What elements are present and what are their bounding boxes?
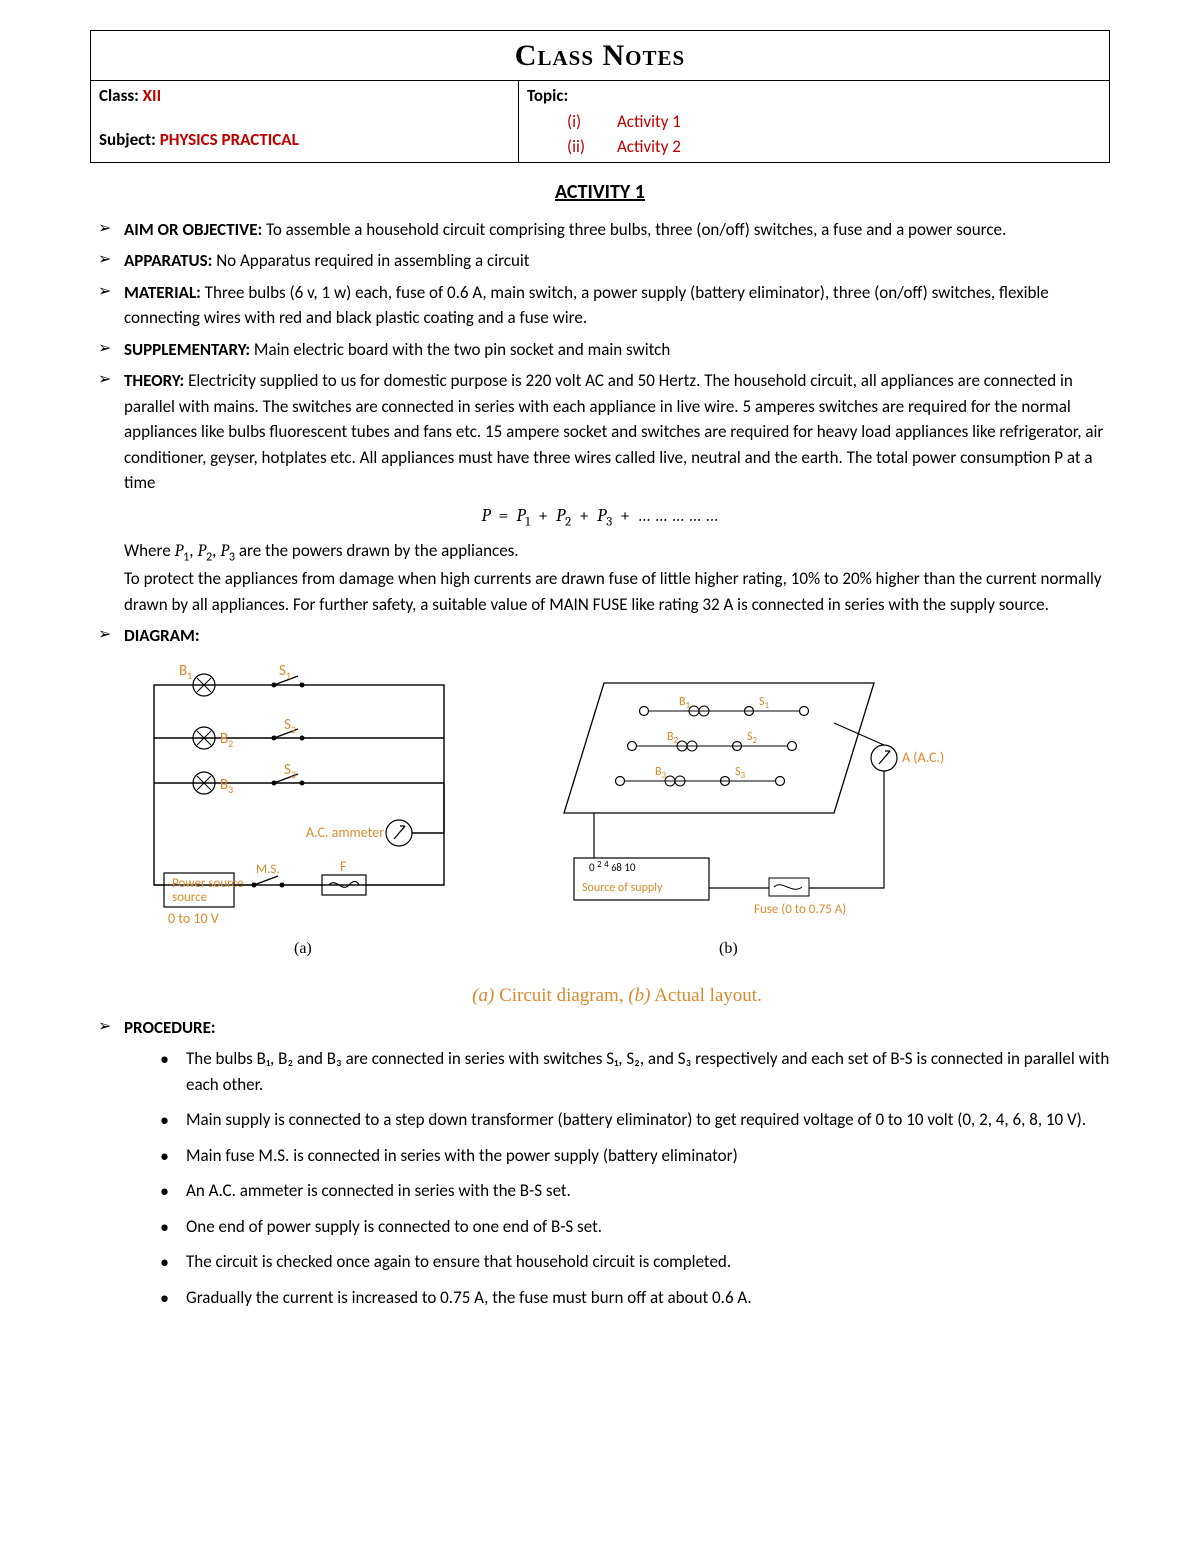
procedure-item: The circuit is checked once again to ens… (160, 1249, 1110, 1275)
topic-label: Topic: (527, 83, 1101, 109)
section-supplementary: SUPPLEMENTARY: Main electric board with … (90, 337, 1110, 363)
diagram-section: DIAGRAM: (90, 623, 1110, 649)
svg-text:B2: B2 (220, 730, 233, 750)
theory-continuation: Where P1, P2, P3 are the powers drawn by… (90, 538, 1110, 618)
procedure-item: One end of power supply is connected to … (160, 1214, 1110, 1240)
svg-text:A (A.C.): A (A.C.) (902, 749, 944, 766)
section-aim: AIM OR OBJECTIVE: To assemble a househol… (90, 217, 1110, 243)
svg-text:A.C. ammeter: A.C. ammeter (306, 824, 384, 841)
procedure-item: An A.C. ammeter is connected in series w… (160, 1178, 1110, 1204)
svg-text:B1: B1 (179, 663, 192, 682)
svg-text:(a): (a) (294, 940, 312, 957)
subject-value: PHYSICS PRACTICAL (160, 129, 299, 150)
svg-text:(b): (b) (719, 940, 738, 957)
svg-text:F: F (340, 858, 347, 875)
class-label: Class: (99, 85, 139, 106)
svg-text:S3: S3 (735, 765, 746, 781)
circuit-diagram: B1 S1 B2 S2 B3 S3 A.C. ammeter Power sou… (90, 655, 1110, 1015)
content-list: AIM OR OBJECTIVE: To assemble a househol… (90, 217, 1110, 496)
svg-text:B3: B3 (220, 776, 233, 796)
power-formula: P = P1 + P2 + P3 + … … … … … (90, 502, 1110, 532)
diagram-b: B1 S1 B2 S2 B3 S3 A (A.C.) 0 2 4 68 10 S… (564, 683, 944, 957)
section-material: MATERIAL: Three bulbs (6 v, 1 w) each, f… (90, 280, 1110, 331)
header-table: Class Notes Class: XII Subject: PHYSICS … (90, 30, 1110, 163)
svg-text:S1: S1 (759, 695, 770, 711)
svg-text:M.S.: M.S. (256, 862, 280, 877)
svg-text:S2: S2 (284, 716, 296, 736)
svg-text:source: source (172, 890, 207, 905)
activity-title: ACTIVITY 1 (90, 177, 1110, 207)
svg-text:0 to 10 V: 0 to 10 V (168, 910, 219, 927)
svg-text:B3: B3 (655, 765, 667, 781)
procedure-section: PROCEDURE: (90, 1015, 1110, 1041)
procedure-item: Main fuse M.S. is connected in series wi… (160, 1143, 1110, 1169)
procedure-item: Main supply is connected to a step down … (160, 1107, 1110, 1133)
procedure-list: The bulbs B₁, B₂ and B₃ are connected in… (90, 1046, 1110, 1310)
topic-item: (i)Activity 1 (567, 109, 1101, 135)
section-theory: THEORY: Electricity supplied to us for d… (90, 368, 1110, 496)
page-title: Class Notes (91, 31, 1110, 81)
diagram-a: B1 S1 B2 S2 B3 S3 A.C. ammeter Power sou… (154, 663, 444, 957)
section-apparatus: APPARATUS: No Apparatus required in asse… (90, 248, 1110, 274)
svg-text:S1: S1 (279, 663, 291, 682)
svg-text:S3: S3 (284, 761, 296, 781)
procedure-label: PROCEDURE: (90, 1015, 1110, 1041)
svg-text:B1: B1 (679, 695, 691, 711)
svg-text:B2: B2 (667, 730, 679, 746)
svg-text:Fuse (0 to 0.75 A): Fuse (0 to 0.75 A) (754, 902, 846, 917)
class-value: XII (143, 85, 161, 106)
svg-text:Source of supply: Source of supply (582, 881, 663, 895)
svg-text:0 2 4 68 10: 0 2 4 68 10 (589, 857, 636, 874)
svg-text:Power source: Power source (172, 876, 243, 891)
procedure-item: The bulbs B₁, B₂ and B₃ are connected in… (160, 1046, 1110, 1097)
subject-label: Subject: (99, 129, 156, 150)
diagram-caption: (a) Circuit diagram, (b) Actual layout. (124, 982, 1110, 1011)
procedure-item: Gradually the current is increased to 0.… (160, 1285, 1110, 1311)
diagram-label: DIAGRAM: (90, 623, 1110, 649)
topic-item: (ii)Activity 2 (567, 134, 1101, 160)
svg-text:S2: S2 (747, 730, 758, 746)
